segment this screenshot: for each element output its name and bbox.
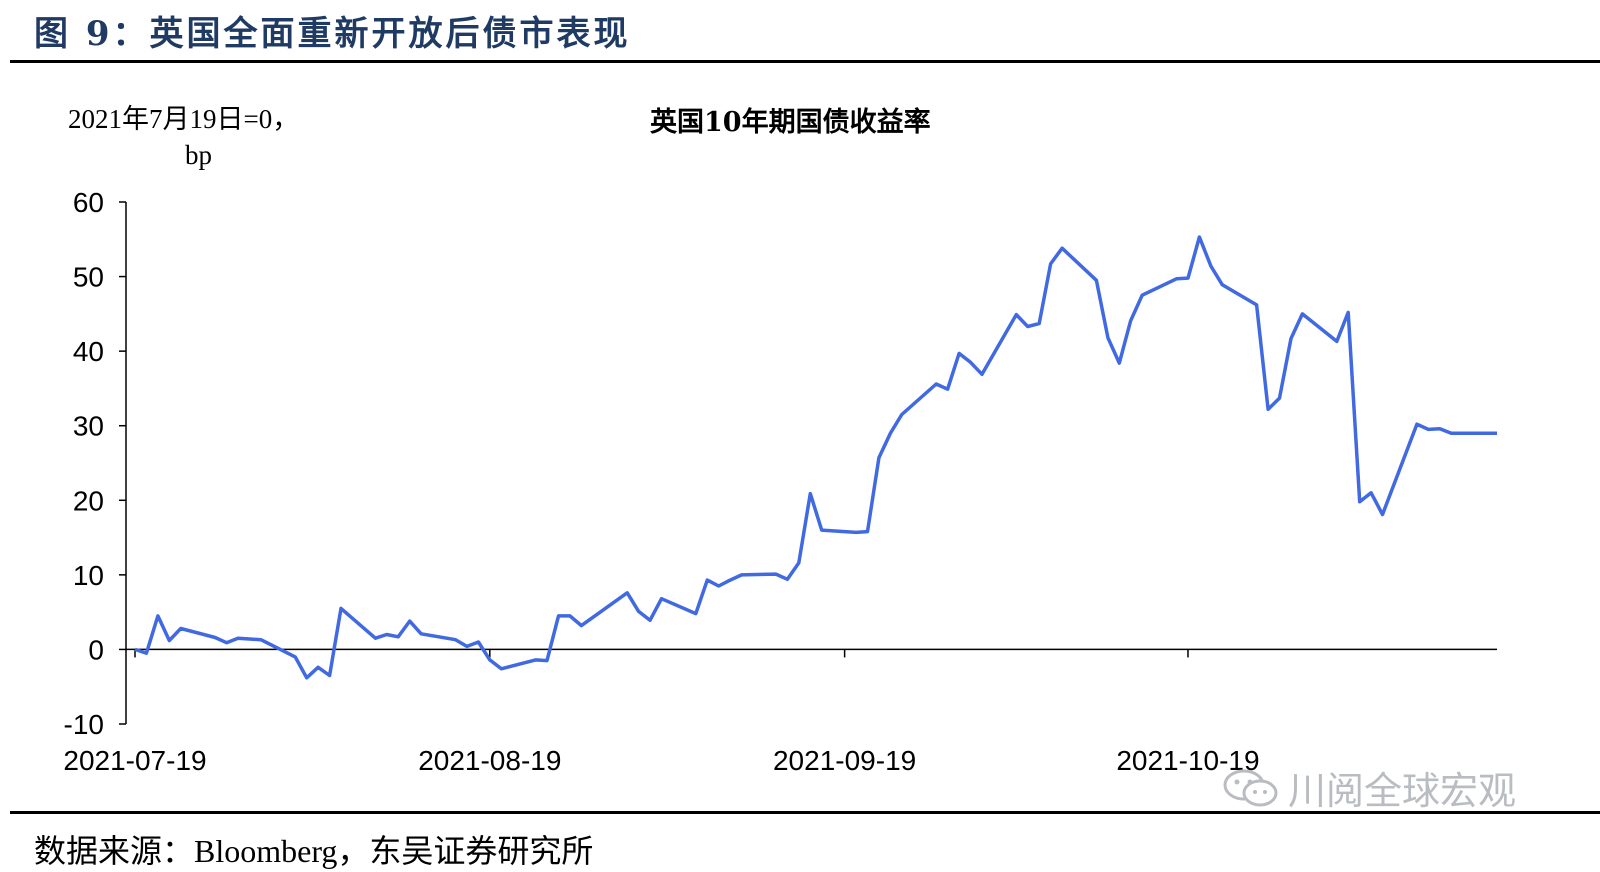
watermark-text: 川阅全球宏观 [1288,760,1516,815]
y-tick-label: 0 [88,634,104,665]
chart-axes: 60 50 40 30 20 10 0 -10 2021-07-19 2021-08-19 2021… [63,187,1497,776]
watermark: 川阅全球宏观 [1222,760,1516,815]
source-note: 数据来源：Bloomberg，东吴证券研究所 [34,826,593,872]
x-tick-label: 2021-09-19 [773,745,916,776]
y-tick-label: 60 [73,187,104,218]
y-tick-label: 20 [73,485,104,516]
y-tick-label: 10 [73,560,104,591]
y-tick-label: 50 [73,262,104,293]
y-tick-label: 40 [73,336,104,367]
y-tick-label: -10 [64,709,104,740]
x-tick-label: 2021-07-19 [63,745,206,776]
series-line-uk-10y-yield [135,237,1497,678]
wechat-icon [1222,768,1280,808]
x-tick-label: 2021-08-19 [418,745,561,776]
y-tick-label: 30 [73,411,104,442]
chart-series [135,237,1497,678]
